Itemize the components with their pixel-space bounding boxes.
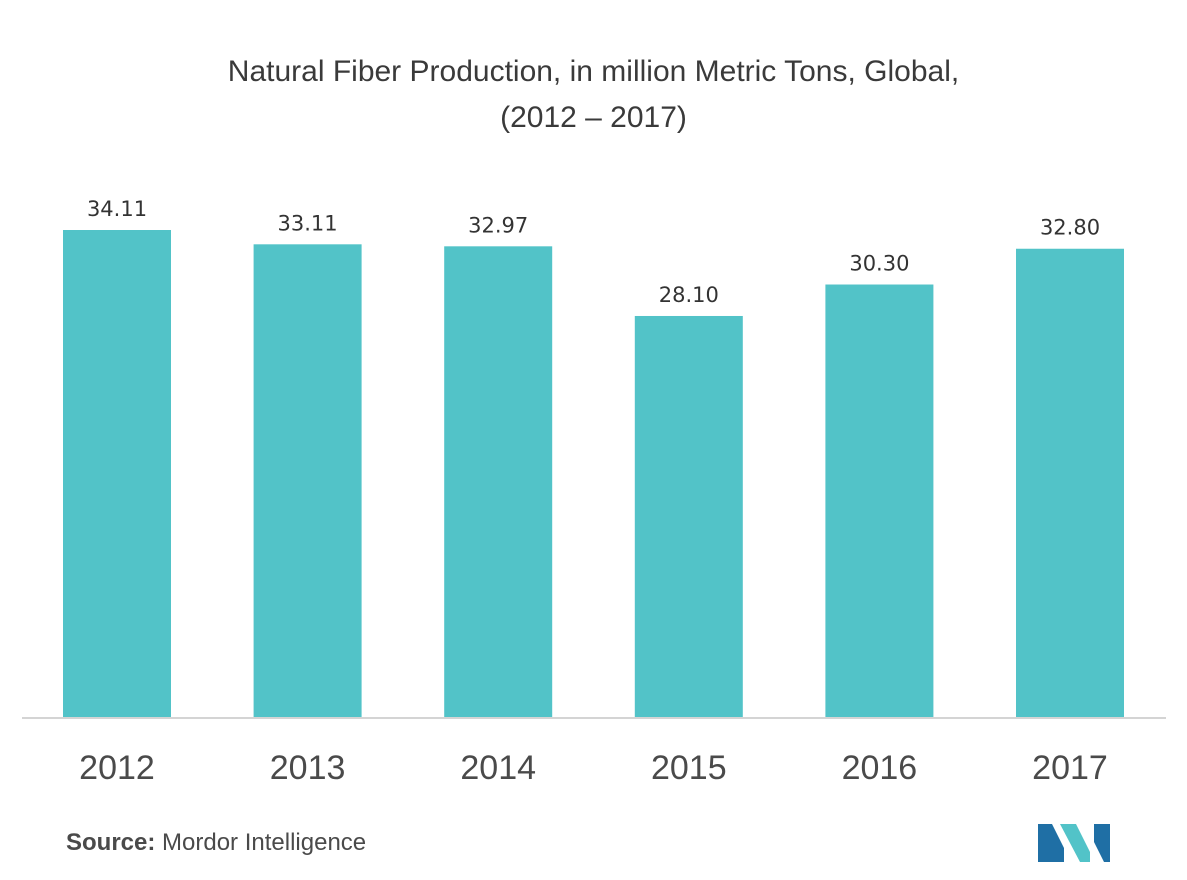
value-label-2016: 30.30 [849,252,909,276]
x-tick-label-2014: 2014 [460,749,536,787]
logo-shape-left [1038,824,1064,862]
source-text: Mordor Intelligence [162,829,367,856]
x-tick-label-2017: 2017 [1032,749,1108,787]
chart-title-line2: (2012 – 2017) [500,101,687,134]
bar-2016 [825,284,934,718]
value-label-2013: 33.11 [278,211,338,235]
mordor-intelligence-logo [1038,824,1110,862]
x-tick-label-2016: 2016 [842,749,918,787]
source-note: Source: Mordor Intelligence [66,829,366,857]
x-tick-label-2013: 2013 [270,749,346,787]
value-label-2017: 32.80 [1040,216,1100,240]
chart-title-line1: Natural Fiber Production, in million Met… [227,55,960,88]
bar-2012 [63,230,171,718]
bar-2015 [634,315,743,718]
value-label-2015: 28.10 [659,283,719,307]
value-label-2012: 34.11 [87,197,147,221]
x-tick-label-2015: 2015 [651,749,727,787]
bar-2017 [1016,248,1124,719]
x-tick-label-2012: 2012 [79,749,155,787]
value-label-2014: 32.97 [468,213,528,237]
source-label: Source: [66,829,156,856]
bar-2014 [444,246,553,719]
logo-shape-middle [1060,824,1090,862]
bar-2013 [253,244,362,719]
logo-shape-right [1094,824,1110,862]
